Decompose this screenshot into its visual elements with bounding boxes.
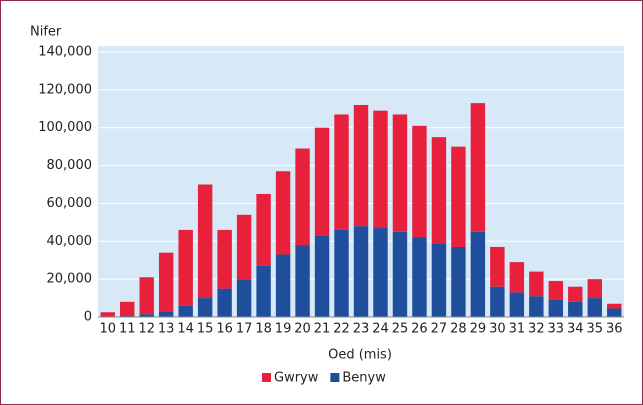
bar-segment: [295, 148, 310, 246]
y-tick-label: 20,000: [47, 272, 93, 287]
bar-segment: [314, 235, 330, 317]
x-tick-label: 36: [606, 322, 623, 337]
x-tick-label: 28: [450, 322, 467, 337]
bar-segment: [139, 314, 154, 317]
x-tick-label: 30: [489, 322, 506, 337]
bar-segment: [295, 245, 310, 317]
x-tick-label: 19: [275, 322, 292, 337]
bar-segment: [334, 229, 349, 317]
bar-segment: [431, 243, 447, 317]
y-tick-label: 100,000: [38, 120, 92, 135]
bar-segment: [275, 254, 291, 317]
bar-segment: [100, 312, 115, 317]
x-tick-label: 25: [392, 322, 409, 337]
x-tick-label: 21: [314, 322, 331, 337]
y-tick-label: 120,000: [38, 82, 92, 97]
y-tick-label: 60,000: [47, 196, 93, 211]
y-tick-label: 140,000: [38, 45, 92, 60]
bar-segment: [607, 303, 622, 309]
x-tick-label: 12: [138, 322, 155, 337]
x-tick-label: 22: [333, 322, 350, 337]
x-tick-label: 27: [431, 322, 448, 337]
x-tick-label: 34: [567, 322, 584, 337]
bar-segment: [236, 214, 252, 280]
bar-segment: [548, 299, 564, 317]
x-tick-label: 32: [528, 322, 545, 337]
legend-swatch: [330, 373, 340, 382]
bar-segment: [236, 279, 252, 317]
bar-segment: [509, 262, 525, 293]
x-tick-label: 29: [470, 322, 487, 337]
bar-segment: [490, 286, 505, 317]
bar-segment: [178, 305, 193, 317]
bar-segment: [431, 137, 447, 244]
bar-segment: [373, 228, 388, 317]
x-tick-label: 31: [509, 322, 526, 337]
bar-segment: [353, 226, 369, 317]
bar-segment: [451, 146, 466, 247]
bar-segment: [587, 298, 602, 317]
bar-segment: [120, 301, 135, 317]
y-axis-title: Nifer: [30, 25, 62, 40]
bar-segment: [353, 105, 369, 227]
bar-segment: [373, 110, 388, 229]
bar-segment: [217, 229, 232, 289]
x-tick-label: 14: [177, 322, 194, 337]
bar-segment: [334, 114, 349, 230]
bar-segment: [178, 229, 193, 306]
legend-swatch: [262, 373, 271, 382]
bar-segment: [412, 237, 427, 317]
x-tick-label: 16: [216, 322, 233, 337]
y-tick-label: 0: [84, 310, 92, 325]
bar-segment: [217, 288, 232, 317]
bar-segment: [568, 301, 583, 317]
bar-segment: [275, 171, 291, 255]
x-tick-label: 17: [236, 322, 253, 337]
bar-segment: [470, 231, 486, 317]
x-tick-label: 10: [99, 322, 116, 337]
bar-segment: [587, 279, 602, 299]
bar-segment: [139, 277, 154, 315]
bar-segment: [568, 286, 583, 302]
legend-label: Gwryw: [274, 371, 319, 386]
bar-segment: [412, 125, 427, 238]
bar-segment: [256, 265, 271, 317]
bar-segment: [490, 246, 505, 287]
bar-segment: [392, 114, 408, 232]
bar-segment: [197, 184, 213, 299]
y-tick-label: 40,000: [47, 234, 93, 249]
bar-segment: [470, 103, 486, 232]
bar-segment: [197, 298, 213, 317]
x-tick-label: 20: [294, 322, 311, 337]
x-tick-label: 35: [587, 322, 604, 337]
bar-segment: [256, 193, 271, 266]
x-tick-label: 18: [255, 322, 272, 337]
bar-segment: [548, 281, 564, 300]
x-tick-label: 15: [197, 322, 214, 337]
bar-segment: [607, 308, 622, 317]
bar-segment: [158, 311, 174, 317]
x-tick-label: 23: [353, 322, 370, 337]
x-tick-label: 33: [548, 322, 565, 337]
bar-segment: [158, 252, 174, 312]
bar-segment: [509, 292, 525, 317]
x-tick-label: 26: [411, 322, 428, 337]
bar-segment: [314, 127, 330, 236]
x-axis-title: Oed (mis): [328, 348, 392, 363]
bar-segment: [529, 271, 544, 297]
x-tick-label: 24: [372, 322, 389, 337]
legend-label: Benyw: [342, 371, 386, 386]
bar-segment: [392, 231, 408, 317]
bar-segment: [451, 246, 466, 317]
x-tick-label: 13: [158, 322, 175, 337]
x-tick-label: 11: [119, 322, 136, 337]
bar-segment: [529, 296, 544, 317]
y-tick-label: 80,000: [47, 158, 93, 173]
